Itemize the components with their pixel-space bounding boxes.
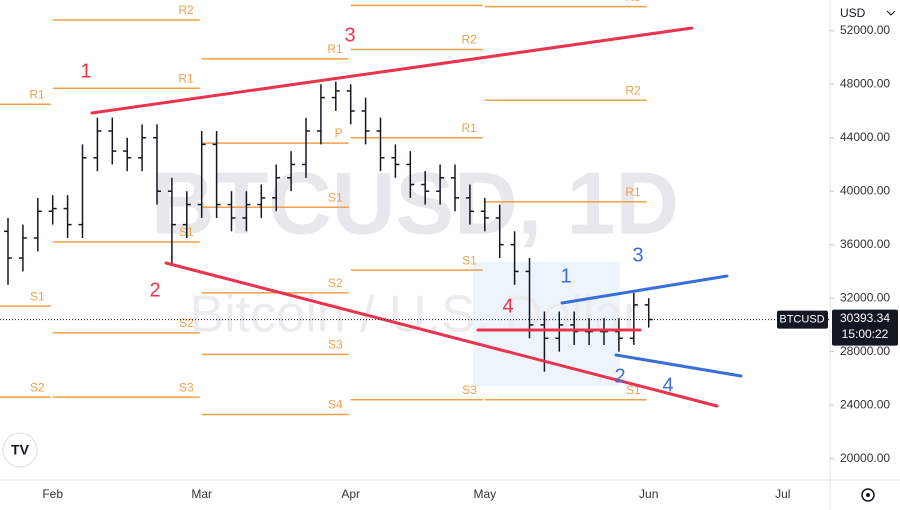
pivot-label: R1 <box>29 87 45 101</box>
trend-lines <box>90 26 743 408</box>
pivot-label: S3 <box>328 337 343 351</box>
watermark: BTCUSD, 1D <box>151 153 679 252</box>
y-tick-label: 44000.00 <box>840 130 890 144</box>
x-tick-label: Apr <box>341 487 360 501</box>
price-bars <box>4 81 653 372</box>
pivot-label: R1 <box>461 121 477 135</box>
watermark-subtitle: Bitcoin / U.S. Dollar <box>190 286 641 344</box>
pivot-label: S1 <box>328 190 343 204</box>
x-tick-label: May <box>473 487 496 501</box>
last-price-bg <box>832 309 898 346</box>
annotation: 1 <box>80 60 91 82</box>
annotation: 2 <box>614 365 625 387</box>
pivot-label: R1 <box>178 71 194 85</box>
pivot-label: S1 <box>30 289 45 303</box>
tv-logo: TV <box>2 432 38 468</box>
x-tick-label: Mar <box>191 487 212 501</box>
y-tick-label: 36000.00 <box>840 237 890 251</box>
symbol-tag: BTCUSD <box>779 314 824 326</box>
last-price: 30393.34 <box>840 311 890 325</box>
x-tick-label: Jul <box>775 487 790 501</box>
y-tick-label: 32000.00 <box>840 290 890 304</box>
pivot-label: R3 <box>461 0 477 3</box>
annotation: 2 <box>149 279 160 301</box>
annotation: 4 <box>502 295 513 317</box>
settings-icon[interactable] <box>861 488 875 502</box>
pivot-label: R1 <box>327 42 343 56</box>
pivot-label: R2 <box>625 83 641 97</box>
x-tick-label: Feb <box>42 487 63 501</box>
annotation: 3 <box>632 244 643 266</box>
pivot-label: R2 <box>178 3 194 17</box>
x-tick-label: Jun <box>639 487 658 501</box>
currency-chevron[interactable] <box>886 10 896 16</box>
symbol-tag-bg <box>777 310 828 329</box>
annotation: 1 <box>560 265 571 287</box>
y-tick-label: 52000.00 <box>840 23 890 37</box>
annotation: 3 <box>344 24 355 46</box>
pivot-label: P <box>335 126 343 140</box>
pivot-label: S3 <box>179 380 194 394</box>
pivot-label: S2 <box>30 380 45 394</box>
y-tick-label: 20000.00 <box>840 451 890 465</box>
volume-profile-area <box>473 262 620 386</box>
y-tick-label: 28000.00 <box>840 344 890 358</box>
pivot-label: R1 <box>625 185 641 199</box>
pivot-label: S2 <box>179 316 194 330</box>
y-tick-label: 48000.00 <box>840 76 890 90</box>
y-tick-label: 24000.00 <box>840 397 890 411</box>
annotation: 4 <box>662 374 673 396</box>
trend-line <box>614 353 743 378</box>
countdown: 15:00:22 <box>842 327 889 341</box>
svg-text:TV: TV <box>11 442 30 458</box>
pivot-label: R3 <box>625 0 641 4</box>
currency[interactable]: USD <box>840 6 866 20</box>
pivot-label: S2 <box>328 276 343 290</box>
pivot-label: S3 <box>462 383 477 397</box>
y-tick-label: 40000.00 <box>840 183 890 197</box>
pivot-label: S4 <box>328 398 343 412</box>
trend-line <box>90 26 694 115</box>
pivot-label: R2 <box>461 33 477 47</box>
trend-line <box>164 261 719 408</box>
pivots: R1S1S2R2R1S1S2S3R1PS1S2S3S4R3R2R1S1S3R3R… <box>0 0 647 416</box>
pivot-label: S1 <box>462 253 477 267</box>
trend-line <box>560 274 729 305</box>
